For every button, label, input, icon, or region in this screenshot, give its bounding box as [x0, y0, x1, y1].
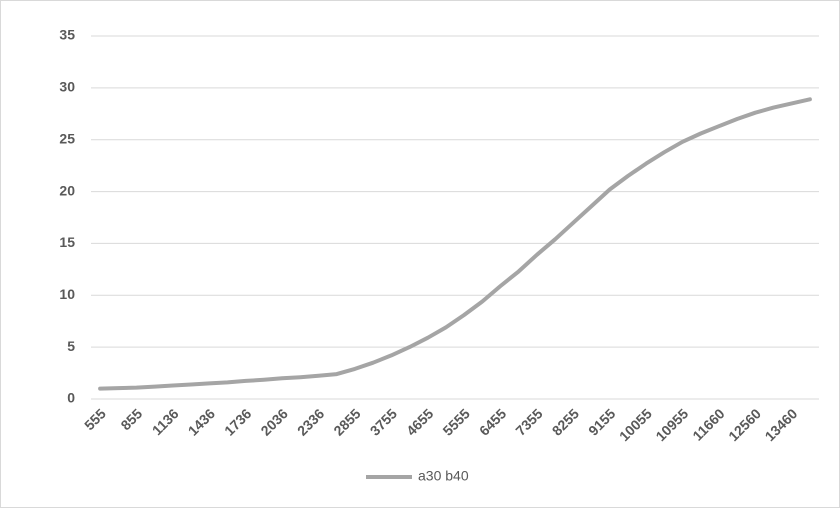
y-tick-label: 20	[59, 182, 75, 198]
y-tick-label: 25	[59, 130, 75, 146]
y-tick-label: 30	[59, 79, 75, 95]
y-tick-label: 35	[59, 27, 75, 43]
y-tick-label: 15	[59, 234, 75, 250]
y-tick-label: 10	[59, 286, 75, 302]
legend-label: a30 b40	[418, 468, 469, 484]
y-tick-label: 0	[67, 390, 75, 406]
line-series	[98, 97, 812, 391]
y-tick-label: 5	[67, 338, 75, 354]
